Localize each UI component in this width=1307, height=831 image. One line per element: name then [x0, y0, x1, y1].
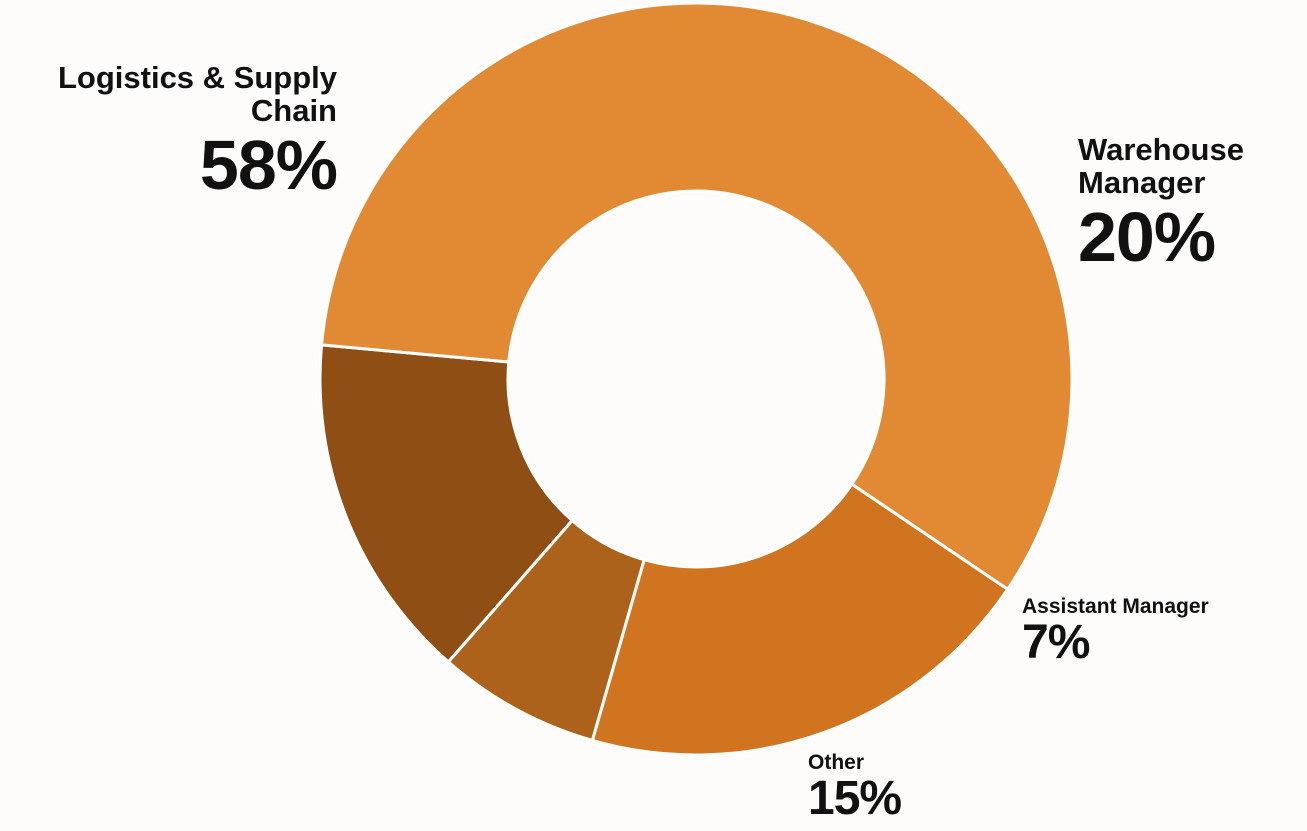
- slice-percent: 58%: [199, 126, 338, 205]
- donut-slices: [318, 1, 1074, 757]
- slice-name: Assistant Manager: [1022, 595, 1209, 618]
- slice-name: Logistics & Supply Chain: [57, 60, 337, 128]
- slice-label-logistics-supply-chain: Logistics & Supply Chain 58%: [0, 60, 338, 205]
- slice-other: [318, 343, 575, 665]
- slice-label-assistant-manager: Assistant Manager 7%: [1022, 595, 1209, 670]
- slice-name: Other: [808, 751, 865, 774]
- slice-logistics-supply-chain: [319, 1, 1074, 592]
- slice-name: Warehouse Manager: [1078, 132, 1244, 200]
- slice-label-other: Other 15%: [808, 751, 902, 826]
- slice-warehouse-manager: [590, 482, 1010, 757]
- slice-label-warehouse-manager: Warehouse Manager 20%: [1078, 132, 1298, 277]
- slice-percent: 20%: [1078, 198, 1216, 277]
- slice-percent: 7%: [1022, 616, 1090, 670]
- slice-percent: 15%: [808, 772, 902, 826]
